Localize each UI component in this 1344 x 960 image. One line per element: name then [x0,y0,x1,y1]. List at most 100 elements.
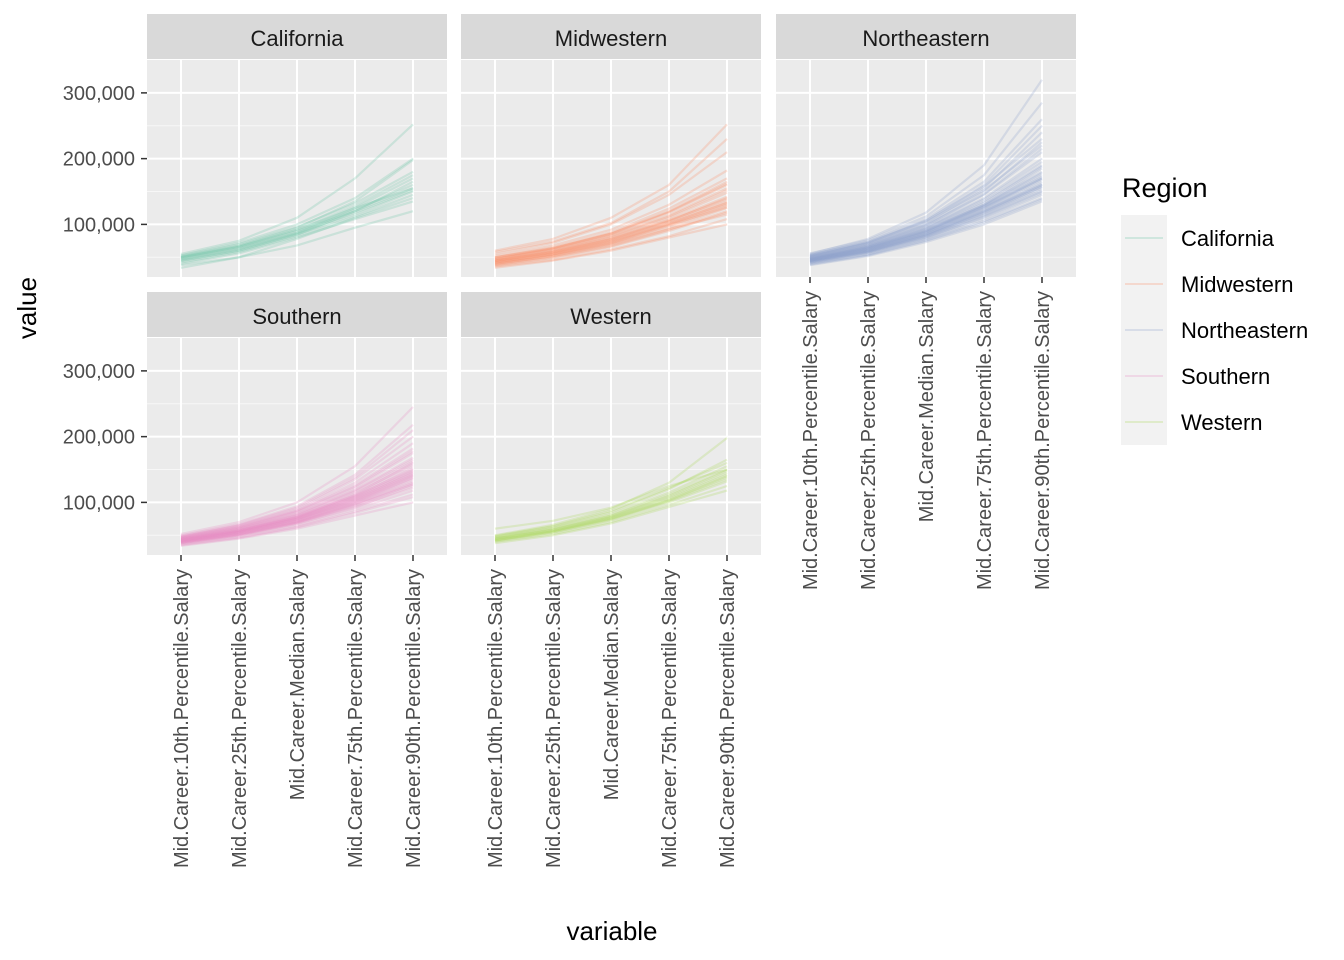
series-line [494,183,728,260]
facet-panel-california: California [147,14,447,277]
series-line [180,476,414,543]
series-line [809,182,1043,262]
series-line [809,157,1043,259]
series-line [494,203,728,264]
series-line [180,480,414,543]
x-tick-label: Mid.Career.75th.Percentile.Salary [974,291,996,590]
series-line [494,182,728,259]
series-lines-midwestern [494,123,728,269]
series-line [809,125,1043,258]
series-line [494,180,728,259]
series-line [809,141,1043,258]
series-line [494,476,728,542]
facet-strip-label: California [251,26,345,51]
series-line [494,469,728,540]
series-line [180,493,414,546]
series-line [494,489,728,545]
legend-item-northeastern: Northeastern [1125,318,1308,343]
series-line [809,151,1043,259]
series-line [180,501,414,547]
series-line [809,183,1043,263]
facet-strip [461,292,761,337]
series-line [180,157,414,257]
x-tick-label: Mid.Career.Median.Salary [916,291,938,522]
series-line [809,138,1043,256]
series-line [180,429,414,537]
y-tick-label: 100,000 [63,492,135,514]
legend-label: Western [1181,410,1263,435]
series-line [494,478,728,542]
series-line [494,218,728,268]
series-lines-western [494,437,728,545]
series-line [180,484,414,545]
x-tick-label: Mid.Career.25th.Percentile.Salary [229,569,251,868]
series-line [494,473,728,541]
legend: Region California Midwestern Northeastern S… [1121,173,1308,445]
facet-strip [147,14,447,59]
series-line [180,468,414,541]
series-line [809,118,1043,257]
axes: 100,000 200,000 300,000 100,000 200,000 300,0… [63,83,1054,868]
y-axis-title: value [12,277,42,339]
series-line [809,177,1043,261]
series-line [180,489,414,545]
series-line [494,437,728,537]
series-line [494,465,728,539]
series-line [809,131,1043,258]
series-line [180,197,414,269]
x-tick-label: Mid.Career.Median.Salary [601,569,623,800]
series-line [809,185,1043,263]
series-line [180,177,414,260]
series-line [180,473,414,542]
facet-strip [461,14,761,59]
series-line [180,190,414,263]
y-tick-label: 200,000 [63,149,135,171]
series-line [809,178,1043,261]
series-line [809,174,1043,261]
series-line [809,79,1043,256]
series-line [494,223,728,269]
series-line [494,202,728,264]
series-line [809,190,1043,264]
series-line [809,198,1043,266]
x-tick-label: Mid.Career.25th.Percentile.Salary [858,291,880,590]
series-line [809,144,1043,257]
series-line [180,477,414,543]
series-line [809,102,1043,255]
series-line [180,447,414,539]
series-line [494,189,728,261]
facet-panel-western: Western [461,292,761,555]
x-tick-label: Mid.Career.75th.Percentile.Salary [659,569,681,868]
series-line [494,475,728,541]
series-line [494,204,728,265]
series-lines-southern [180,406,414,547]
series-line [809,164,1043,259]
series-lines-california [180,123,414,269]
series-line [180,465,414,541]
series-lines-northeastern [809,79,1043,267]
series-line [180,442,414,538]
series-line [494,123,728,252]
series-line [180,159,414,258]
series-line [809,193,1043,265]
series-line [180,210,414,267]
series-line [809,177,1043,261]
series-line [494,191,728,261]
x-tick-label: Mid.Career.10th.Percentile.Salary [171,569,193,868]
series-line [180,189,414,261]
legend-key-background [1121,215,1167,445]
series-line [494,458,728,538]
x-tick-label: Mid.Career.90th.Percentile.Salary [1032,291,1054,590]
series-line [180,170,414,258]
legend-label: Midwestern [1181,272,1293,297]
series-line [494,468,728,539]
legend-item-southern: Southern [1125,364,1270,389]
facet-strip [776,14,1076,59]
series-line [180,496,414,547]
series-line [494,210,728,267]
series-line [180,475,414,543]
series-line [180,174,414,259]
series-line [809,189,1043,263]
series-line [494,169,728,258]
series-line [180,423,414,537]
